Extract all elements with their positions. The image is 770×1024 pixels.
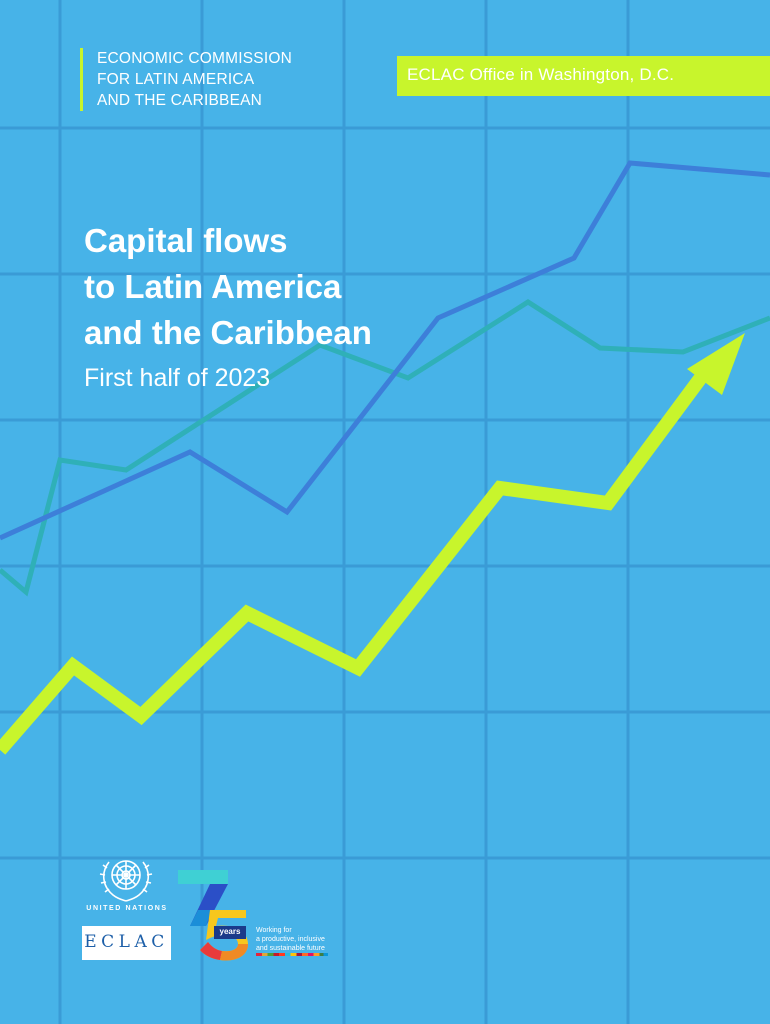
report-title-block: Capital flows to Latin America and the C… <box>84 218 372 394</box>
sdg-color-strip <box>256 953 328 956</box>
tagline-line-3: and sustainable future <box>256 945 325 952</box>
report-subtitle: First half of 2023 <box>84 364 271 392</box>
anniversary-tagline: Working for a productive, inclusive and … <box>256 926 325 953</box>
organization-name: ECONOMIC COMMISSION FOR LATIN AMERICA AN… <box>80 48 292 111</box>
report-title-line-1: Capital flows <box>84 222 288 259</box>
un-emblem-icon <box>99 860 153 902</box>
teal-trend-line <box>0 299 770 597</box>
tagline-line-2: a productive, inclusive <box>256 936 325 943</box>
report-title-line-3: and the Caribbean <box>84 314 372 351</box>
years-badge: years <box>214 926 246 939</box>
seventy-five-years-icon <box>178 870 248 961</box>
eclac-logo-icon: ECLAC <box>82 926 171 960</box>
years-label: years <box>219 927 241 936</box>
report-title-line-2: to Latin America <box>84 268 342 305</box>
office-badge: ECLAC Office in Washington, D.C. <box>397 56 770 96</box>
organization-name-line-2: FOR LATIN AMERICA <box>97 71 255 88</box>
green-trend-line <box>0 367 711 755</box>
office-label: ECLAC Office in Washington, D.C. <box>407 65 675 84</box>
un-label: UNITED NATIONS <box>86 905 168 912</box>
blue-trend-line <box>0 160 770 541</box>
organization-name-line-1: ECONOMIC COMMISSION <box>97 50 292 67</box>
tagline-line-1: Working for <box>256 927 292 934</box>
eclac-label: ECLAC <box>84 932 169 952</box>
trend-arrow-icon <box>687 333 745 395</box>
organization-name-line-3: AND THE CARIBBEAN <box>97 92 263 109</box>
